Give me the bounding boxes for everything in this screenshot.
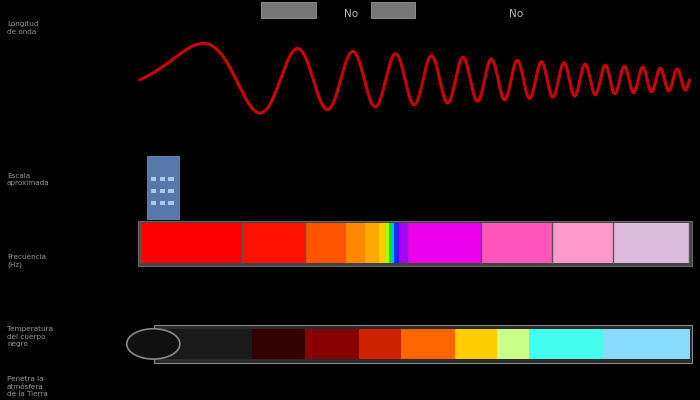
Bar (160, 200, 165, 205)
Bar (168, 177, 174, 182)
Text: Longitud
de onda: Longitud de onda (7, 21, 38, 35)
Bar (400, 223, 407, 263)
Bar (386, 223, 389, 263)
Bar (604, 329, 690, 359)
Bar (150, 189, 156, 193)
Bar (481, 223, 552, 263)
Bar (138, 221, 692, 266)
Bar (552, 223, 612, 263)
Bar (261, 2, 316, 18)
Bar (150, 200, 156, 205)
Bar (305, 329, 358, 359)
Bar (160, 189, 165, 193)
Bar (392, 223, 394, 263)
Bar (407, 223, 481, 263)
Bar (252, 329, 305, 359)
Text: Penetra la
atmósfera
de la Tierra: Penetra la atmósfera de la Tierra (7, 376, 48, 397)
Bar (305, 223, 346, 263)
Text: Temperatura
del cuerpo
negro: Temperatura del cuerpo negro (7, 326, 53, 348)
Bar (241, 223, 305, 263)
Bar (358, 329, 401, 359)
Bar (394, 223, 397, 263)
Bar (529, 329, 604, 359)
Circle shape (127, 329, 180, 359)
Bar (389, 223, 392, 263)
Bar (140, 223, 241, 263)
Bar (346, 223, 365, 263)
Bar (160, 177, 165, 182)
Bar (168, 200, 174, 205)
Bar (401, 329, 455, 359)
Bar (498, 329, 529, 359)
Bar (154, 325, 692, 363)
Bar (168, 189, 174, 193)
Bar (156, 329, 252, 359)
Bar (147, 156, 178, 219)
Bar (150, 177, 156, 182)
Text: Frecuencia
(Hz): Frecuencia (Hz) (7, 254, 46, 268)
Bar (455, 329, 498, 359)
Bar (365, 223, 379, 263)
Text: Escala
aproximada: Escala aproximada (7, 173, 50, 186)
Text: No: No (344, 9, 358, 19)
Bar (612, 223, 690, 263)
Bar (379, 223, 386, 263)
Text: No: No (510, 9, 524, 19)
Bar (397, 223, 400, 263)
Bar (371, 2, 414, 18)
